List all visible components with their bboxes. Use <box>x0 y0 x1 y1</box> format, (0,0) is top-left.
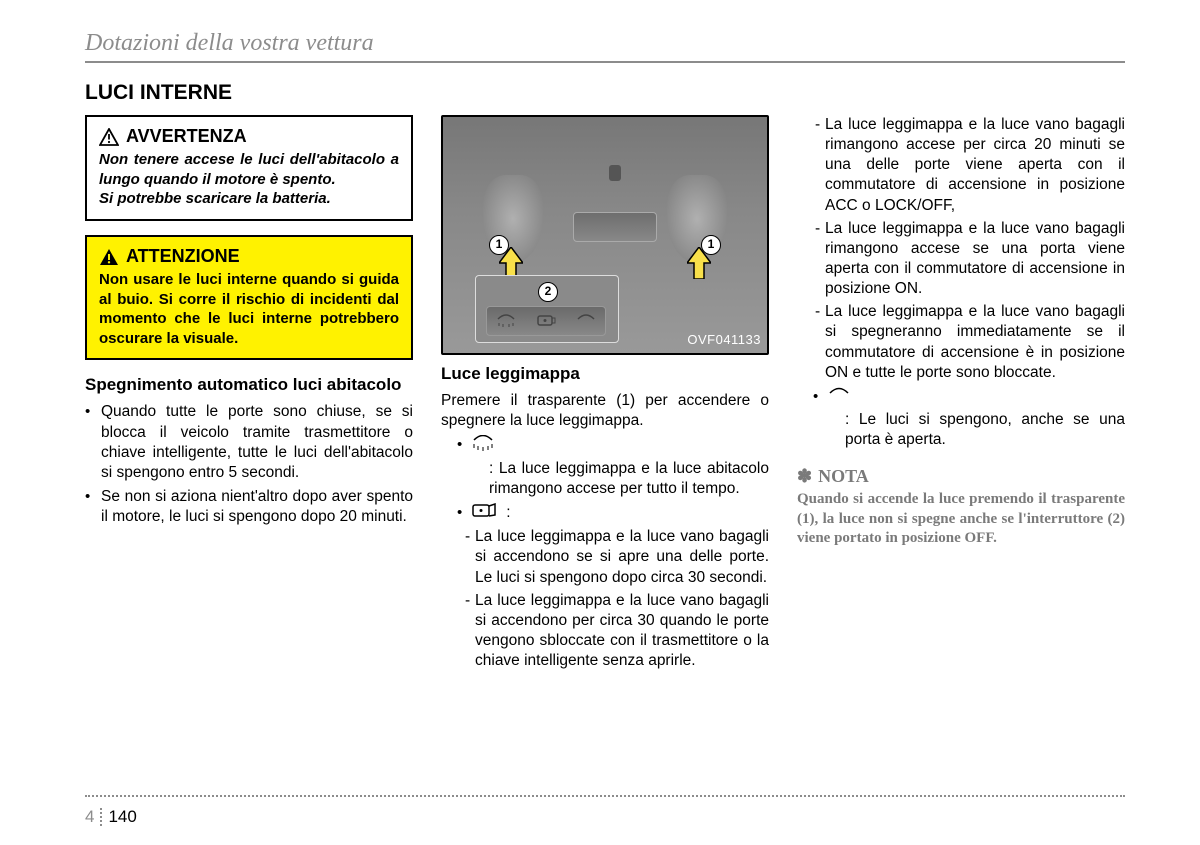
attention-box: ATTENZIONE Non usare le luci interne qua… <box>85 235 413 360</box>
col2-icon2-colon: : <box>506 503 510 523</box>
warning-title: AVVERTENZA <box>126 125 247 148</box>
image-callout-2: 2 <box>538 282 558 302</box>
warning-body-2: Si potrebbe scaricare la batteria. <box>99 189 399 209</box>
col1-bullet-1: Quando tutte le porte sono chiuse, se si… <box>85 402 413 483</box>
image-code: OVF041133 <box>687 332 761 349</box>
door-icon <box>470 503 498 519</box>
col2-subhead: Luce leggimappa <box>441 363 769 385</box>
page-chapter: 4 <box>85 807 94 827</box>
col1-bullet-2: Se non si aziona nient'altro dopo aver s… <box>85 487 413 527</box>
col3-dash-2: La luce leggimappa e la luce vano bagagl… <box>815 219 1125 300</box>
col3-off-text: : Le luci si spengono, anche se una port… <box>797 410 1125 450</box>
nota-body: Quando si accende la luce premendo il tr… <box>797 490 1125 549</box>
chapter-title: Dotazioni della vostra vettura <box>85 30 1125 63</box>
light-off-icon <box>826 387 852 401</box>
warning-box: AVVERTENZA Non tenere accese le luci del… <box>85 115 413 221</box>
attention-title: ATTENZIONE <box>126 245 240 268</box>
maplight-image: 1 1 2 OVF041133 <box>441 115 769 355</box>
image-callout-1b: 1 <box>701 235 721 255</box>
col1-subhead: Spegnimento automatico luci abitacolo <box>85 374 413 396</box>
col3-dash-1: La luce leggimappa e la luce vano bagagl… <box>815 115 1125 216</box>
warning-icon <box>99 128 119 146</box>
col3-dash-3: La luce leggimappa e la luce vano bagagl… <box>815 302 1125 383</box>
col2-intro: Premere il trasparente (1) per accendere… <box>441 391 769 431</box>
section-title: LUCI INTERNE <box>85 81 1125 105</box>
light-on-icon <box>470 435 496 453</box>
col2-dash-1: La luce leggimappa e la luce vano bagagl… <box>465 527 769 587</box>
page-num: 140 <box>108 807 136 827</box>
page-number: 4 140 <box>85 807 137 827</box>
caution-icon <box>99 248 119 266</box>
nota-asterisk: ✽ <box>797 465 812 488</box>
nota-title: NOTA <box>818 465 869 488</box>
warning-body-1: Non tenere accese le luci dell'abitacolo… <box>99 150 399 189</box>
image-callout-1a: 1 <box>489 235 509 255</box>
col2-dash-2: La luce leggimappa e la luce vano bagagl… <box>465 591 769 672</box>
footer-rule <box>85 795 1125 797</box>
col2-icon1-text: : La luce leggimappa e la luce abitacolo… <box>441 459 769 499</box>
attention-body: Non usare le luci interne quando si guid… <box>99 270 399 348</box>
